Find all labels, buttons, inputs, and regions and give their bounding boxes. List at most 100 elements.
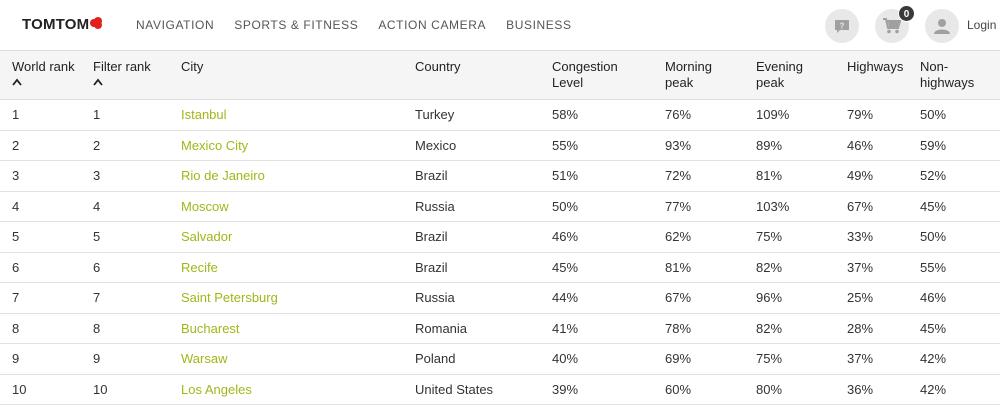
- country-cell: Russia: [415, 282, 552, 314]
- congestion-level-cell: 55%: [552, 130, 665, 161]
- city-link[interactable]: Warsaw: [181, 343, 415, 375]
- country-cell: Russia: [415, 191, 552, 222]
- world-rank-cell: 4: [0, 191, 93, 222]
- login-link[interactable]: Login: [967, 18, 997, 32]
- table-row: 7 7 Saint Petersburg Russia 44% 67% 96% 25% 46%: [0, 282, 1000, 314]
- highways-cell: 49%: [847, 160, 920, 192]
- city-link[interactable]: Istanbul: [181, 99, 415, 131]
- country-cell: Brazil: [415, 252, 552, 283]
- congestion-table-container: World rank Filter rank City Country Cong…: [0, 50, 1000, 406]
- sort-ascending-icon[interactable]: [12, 78, 22, 86]
- highways-cell: 28%: [847, 313, 920, 344]
- filter-rank-cell: 1: [93, 99, 181, 131]
- nav-business[interactable]: BUSINESS: [506, 18, 572, 32]
- city-link[interactable]: Los Angeles: [181, 374, 415, 405]
- non-highways-cell: 45%: [920, 191, 1000, 222]
- table-row: 3 3 Rio de Janeiro Brazil 51% 72% 81% 49% 52%: [0, 160, 1000, 192]
- highways-cell: 79%: [847, 99, 920, 131]
- filter-rank-cell: 4: [93, 191, 181, 222]
- nav-sports-fitness[interactable]: SPORTS & FITNESS: [234, 18, 359, 32]
- non-highways-cell: 42%: [920, 374, 1000, 405]
- nav-navigation[interactable]: NAVIGATION: [136, 18, 215, 32]
- city-link[interactable]: Rio de Janeiro: [181, 160, 415, 192]
- city-link[interactable]: Mexico City: [181, 130, 415, 161]
- table-row: 4 4 Moscow Russia 50% 77% 103% 67% 45%: [0, 191, 1000, 222]
- chat-bubble-icon: ?: [835, 19, 849, 33]
- congestion-level-cell: 40%: [552, 343, 665, 375]
- city-link[interactable]: Saint Petersburg: [181, 282, 415, 314]
- evening-peak-cell: 81%: [756, 160, 847, 192]
- morning-peak-cell: 76%: [665, 99, 756, 131]
- morning-peak-cell: 69%: [665, 343, 756, 375]
- non-highways-cell: 45%: [920, 313, 1000, 344]
- congestion-level-cell: 58%: [552, 99, 665, 131]
- city-link[interactable]: Recife: [181, 252, 415, 283]
- highways-cell: 67%: [847, 191, 920, 222]
- table-row: 10 10 Los Angeles United States 39% 60% 80% 36%…: [0, 374, 1000, 405]
- col-header-country[interactable]: Country: [415, 50, 552, 100]
- evening-peak-cell: 109%: [756, 99, 847, 131]
- country-cell: United States: [415, 374, 552, 405]
- filter-rank-cell: 6: [93, 252, 181, 283]
- morning-peak-cell: 78%: [665, 313, 756, 344]
- nav-action-camera[interactable]: ACTION CAMERA: [378, 18, 487, 32]
- col-header-evening-peak[interactable]: Evening peak: [756, 50, 847, 100]
- logo-hands-icon: [90, 17, 103, 29]
- col-header-label: Country: [415, 59, 461, 74]
- shopping-cart-icon: [883, 18, 901, 34]
- world-rank-cell: 8: [0, 313, 93, 344]
- tomtom-logo[interactable]: TOMTOM: [22, 15, 103, 35]
- congestion-level-cell: 41%: [552, 313, 665, 344]
- country-cell: Mexico: [415, 130, 552, 161]
- filter-rank-cell: 9: [93, 343, 181, 375]
- world-rank-cell: 5: [0, 221, 93, 253]
- col-header-filter-rank[interactable]: Filter rank: [93, 50, 181, 100]
- filter-rank-cell: 3: [93, 160, 181, 192]
- world-rank-cell: 7: [0, 282, 93, 314]
- col-header-label: Highways: [847, 59, 904, 74]
- chat-button[interactable]: ?: [825, 9, 859, 43]
- col-header-label: Morning peak: [665, 59, 712, 90]
- evening-peak-cell: 82%: [756, 252, 847, 283]
- non-highways-cell: 42%: [920, 343, 1000, 375]
- non-highways-cell: 50%: [920, 221, 1000, 253]
- main-nav: NAVIGATION SPORTS & FITNESS ACTION CAMER…: [136, 17, 592, 33]
- col-header-world-rank[interactable]: World rank: [0, 50, 93, 100]
- filter-rank-cell: 5: [93, 221, 181, 253]
- col-header-label: Non-highways: [920, 59, 975, 90]
- morning-peak-cell: 81%: [665, 252, 756, 283]
- highways-cell: 37%: [847, 343, 920, 375]
- col-header-non-highways[interactable]: Non-highways: [920, 50, 1000, 100]
- city-link[interactable]: Moscow: [181, 191, 415, 222]
- filter-rank-cell: 8: [93, 313, 181, 344]
- user-button[interactable]: [925, 9, 959, 43]
- city-link[interactable]: Salvador: [181, 221, 415, 253]
- col-header-highways[interactable]: Highways: [847, 50, 920, 100]
- city-link[interactable]: Bucharest: [181, 313, 415, 344]
- evening-peak-cell: 75%: [756, 221, 847, 253]
- morning-peak-cell: 62%: [665, 221, 756, 253]
- col-header-city[interactable]: City: [181, 50, 415, 100]
- highways-cell: 37%: [847, 252, 920, 283]
- country-cell: Poland: [415, 343, 552, 375]
- country-cell: Turkey: [415, 99, 552, 131]
- table-row: 8 8 Bucharest Romania 41% 78% 82% 28% 45%: [0, 313, 1000, 344]
- highways-cell: 46%: [847, 130, 920, 161]
- world-rank-cell: 9: [0, 343, 93, 375]
- non-highways-cell: 50%: [920, 99, 1000, 131]
- col-header-morning-peak[interactable]: Morning peak: [665, 50, 756, 100]
- non-highways-cell: 55%: [920, 252, 1000, 283]
- evening-peak-cell: 103%: [756, 191, 847, 222]
- country-cell: Brazil: [415, 221, 552, 253]
- svg-text:?: ?: [840, 21, 845, 30]
- congestion-level-cell: 46%: [552, 221, 665, 253]
- congestion-level-cell: 44%: [552, 282, 665, 314]
- sort-ascending-icon[interactable]: [93, 78, 103, 86]
- col-header-congestion-level[interactable]: Congestion Level: [552, 50, 665, 100]
- country-cell: Brazil: [415, 160, 552, 192]
- morning-peak-cell: 93%: [665, 130, 756, 161]
- congestion-level-cell: 45%: [552, 252, 665, 283]
- highways-cell: 36%: [847, 374, 920, 405]
- congestion-level-cell: 50%: [552, 191, 665, 222]
- world-rank-cell: 2: [0, 130, 93, 161]
